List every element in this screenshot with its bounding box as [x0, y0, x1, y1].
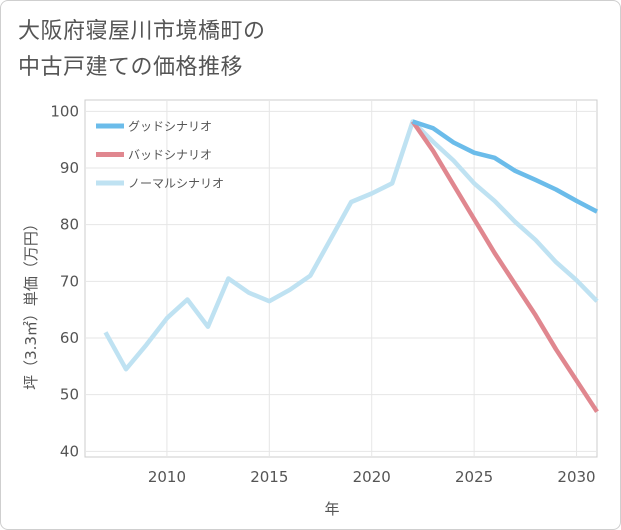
- legend-label-1: バッドシナリオ: [128, 148, 212, 162]
- x-tick-label: 2025: [455, 468, 493, 486]
- series-lines: [103, 119, 599, 413]
- y-tick-label: 40: [60, 442, 79, 460]
- legend-label-0: グッドシナリオ: [128, 120, 212, 134]
- x-tick-label: 2010: [148, 468, 186, 486]
- x-tick-label: 2030: [557, 468, 595, 486]
- series-line-1: [410, 120, 599, 413]
- x-axis-title: 年: [324, 500, 339, 518]
- y-tick-label: 60: [60, 329, 79, 347]
- y-tick-label: 70: [60, 272, 79, 290]
- chart-title: 大阪府寝屋川市境橋町の 中古戸建ての価格推移: [18, 14, 266, 86]
- y-tick-labels: 40 50 60 70 80 90 100: [50, 102, 79, 460]
- y-tick-label: 90: [60, 159, 79, 177]
- series-line-2: [103, 119, 599, 372]
- y-tick-label: 80: [60, 216, 79, 234]
- x-tick-label: 2015: [250, 468, 288, 486]
- y-tick-label: 100: [50, 102, 79, 120]
- x-tick-label: 2020: [353, 468, 391, 486]
- chart-title-line-2: 中古戸建ての価格推移: [18, 55, 244, 80]
- x-tick-labels: 2010 2015 2020 2025 2030: [148, 468, 596, 486]
- legend-label-2: ノーマルシナリオ: [128, 177, 224, 191]
- y-axis-title: 坪（3.3㎡）単価（万円）: [22, 216, 40, 390]
- y-tick-label: 50: [60, 386, 79, 404]
- chart-title-line-1: 大阪府寝屋川市境橋町の: [18, 19, 266, 44]
- series-line-0: [411, 119, 599, 214]
